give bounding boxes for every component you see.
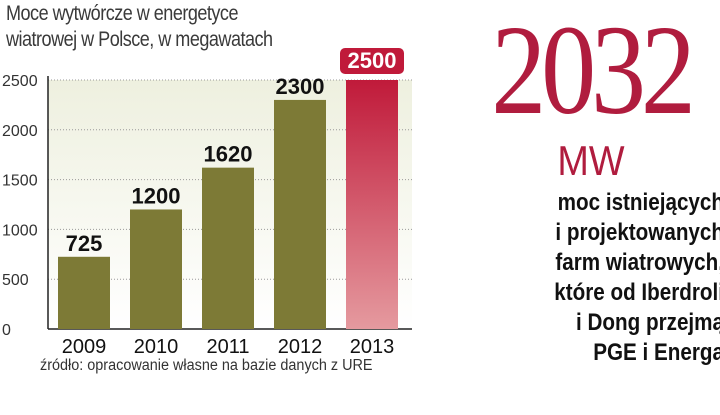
y-tick-label: 500 xyxy=(2,272,29,289)
value-label: 725 xyxy=(66,231,103,256)
y-tick-label: 1000 xyxy=(2,222,38,239)
x-tick-label: 2013 xyxy=(350,336,395,358)
y-tick-label: 2000 xyxy=(2,123,38,140)
callout-line: i projektowanych xyxy=(555,219,720,246)
x-tick-label: 2010 xyxy=(134,336,179,358)
value-label: 1200 xyxy=(132,183,181,208)
x-tick-label: 2012 xyxy=(278,336,323,358)
bar-2010 xyxy=(130,209,182,329)
callout-line: moc istniejących xyxy=(557,189,720,216)
callout-line: które od Iberdroli xyxy=(554,279,720,306)
value-label: 2500 xyxy=(348,48,397,73)
bar-2013 xyxy=(346,80,398,329)
callout-number: 2032 xyxy=(491,0,696,141)
value-label: 2300 xyxy=(276,74,325,99)
chart-title: Moce wytwórcze w energetyce xyxy=(6,2,239,25)
bar-2009 xyxy=(58,256,110,329)
source-note: źródło: opracowanie własne na bazie dany… xyxy=(40,357,373,374)
x-tick-label: 2011 xyxy=(206,336,249,358)
callout-line: i Dong przejmą xyxy=(576,309,720,336)
callout-line: farm wiatrowych, xyxy=(555,249,720,276)
callout-description: moc istniejących i projektowanych farm w… xyxy=(462,188,720,368)
y-tick-label: 1500 xyxy=(2,173,38,190)
callout-line: PGE i Energa xyxy=(593,339,720,366)
bar-2011 xyxy=(202,167,254,329)
callout-unit: MW xyxy=(557,137,625,184)
bar-chart: 0 500 1000 1500 2000 2500 725 2009 1200 2010 1620 2… xyxy=(2,48,412,358)
y-tick-label: 2500 xyxy=(2,73,38,90)
bar-2012 xyxy=(274,99,326,329)
value-label: 1620 xyxy=(204,142,253,167)
chart-subtitle: wiatrowej w Polsce, w megawatach xyxy=(6,28,273,51)
y-tick-label: 0 xyxy=(2,322,11,339)
x-tick-label: 2009 xyxy=(62,336,107,358)
value-label-bg xyxy=(340,48,404,74)
callout-panel: 2032 MW moc istniejących i projektowanyc… xyxy=(462,0,720,415)
chart-panel: Moce wytwórcze w energetyce wiatrowej w … xyxy=(2,2,412,374)
